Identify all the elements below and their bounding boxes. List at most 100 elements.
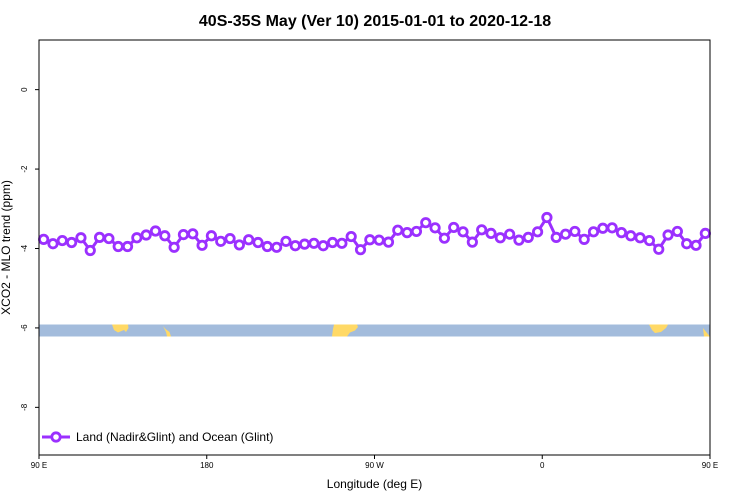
data-point	[457, 226, 469, 238]
data-point	[550, 231, 562, 243]
data-point	[438, 232, 450, 244]
data-point	[392, 224, 404, 236]
data-point	[522, 231, 534, 243]
data-point	[634, 232, 646, 244]
data-point	[671, 225, 683, 238]
data-point	[75, 232, 87, 244]
series-layer	[38, 211, 711, 257]
data-point	[289, 240, 301, 252]
data-point	[699, 227, 711, 240]
data-point	[299, 238, 311, 250]
land-patch-new-zealand	[163, 326, 171, 337]
data-point	[271, 241, 283, 253]
data-point	[420, 217, 432, 229]
data-point	[382, 236, 395, 248]
legend-marker	[50, 431, 62, 443]
y-axis: 0 -2 -4 -6 -8	[20, 87, 39, 411]
legend-label: Land (Nadir&Glint) and Ocean (Glint)	[76, 430, 273, 444]
data-point	[280, 235, 292, 247]
data-point	[559, 228, 572, 240]
legend: Land (Nadir&Glint) and Ocean (Glint)	[42, 430, 273, 444]
chart-title: 40S-35S May (Ver 10) 2015-01-01 to 2020-…	[199, 13, 551, 30]
x-tick-label: 180	[200, 461, 214, 470]
data-point	[606, 222, 618, 234]
land-patch-australia	[112, 324, 129, 333]
data-point	[476, 224, 488, 236]
plot-frame	[38, 39, 711, 456]
data-point	[504, 228, 516, 240]
data-point	[149, 225, 162, 237]
data-point	[448, 221, 460, 234]
x-tick-label: 0	[540, 461, 545, 470]
data-point	[513, 234, 525, 246]
x-tick-label: 90 E	[31, 461, 47, 470]
data-point	[308, 237, 320, 249]
data-point	[541, 211, 553, 224]
data-point	[187, 228, 199, 240]
data-point	[653, 243, 665, 255]
y-tick-label: -6	[20, 324, 29, 332]
data-point	[215, 235, 227, 247]
data-point	[261, 240, 273, 253]
data-point	[625, 230, 637, 242]
data-point	[177, 228, 190, 241]
data-point	[531, 226, 544, 238]
data-point	[373, 234, 385, 246]
data-point	[205, 230, 218, 242]
data-point	[66, 236, 78, 249]
data-point	[429, 222, 441, 234]
data-point	[494, 232, 506, 244]
y-tick-label: 0	[20, 87, 29, 92]
land-ocean-mask	[39, 324, 710, 337]
data-point	[317, 240, 329, 252]
data-point	[243, 234, 255, 246]
data-point	[121, 240, 134, 253]
land-patch-south-america	[332, 324, 358, 337]
data-point	[615, 227, 628, 239]
data-point	[131, 232, 143, 244]
x-tick-label: 90 E	[702, 461, 718, 470]
data-point	[401, 227, 413, 239]
data-point	[112, 240, 124, 253]
data-point	[159, 230, 171, 242]
data-point	[662, 229, 674, 241]
data-point	[578, 233, 590, 245]
data-point	[410, 225, 423, 238]
y-axis-label: XCO2 - MLO trend (ppm)	[0, 180, 13, 315]
data-point	[466, 236, 478, 248]
x-tick-label: 90 W	[365, 461, 384, 470]
data-point	[38, 233, 50, 245]
y-tick-label: -8	[20, 403, 29, 411]
data-point	[643, 234, 656, 247]
data-point	[345, 230, 357, 243]
data-point	[168, 241, 180, 253]
data-point	[364, 234, 376, 246]
data-point	[93, 231, 106, 243]
data-point	[103, 232, 115, 245]
data-point	[196, 239, 208, 251]
x-axis: 90 E 180 90 W 0 90 E	[31, 455, 718, 470]
y-tick-label: -4	[20, 244, 29, 252]
data-point	[354, 244, 367, 256]
data-point	[47, 238, 59, 250]
data-point	[252, 236, 264, 249]
data-point	[336, 237, 348, 249]
data-point	[326, 236, 339, 249]
y-tick-label: -2	[20, 165, 29, 173]
data-point	[681, 238, 693, 250]
land-patch-australia-wrap	[703, 328, 710, 337]
data-point	[84, 244, 96, 257]
data-point	[690, 239, 702, 251]
ocean-band	[39, 324, 710, 337]
data-point	[569, 225, 581, 238]
data-point	[56, 234, 68, 247]
data-point	[224, 232, 236, 245]
data-point	[485, 227, 497, 240]
data-point	[587, 226, 600, 238]
data-point	[233, 239, 245, 251]
data-point	[597, 222, 609, 234]
land-patch-africa	[649, 324, 668, 333]
x-axis-label: Longitude (deg E)	[327, 477, 422, 491]
